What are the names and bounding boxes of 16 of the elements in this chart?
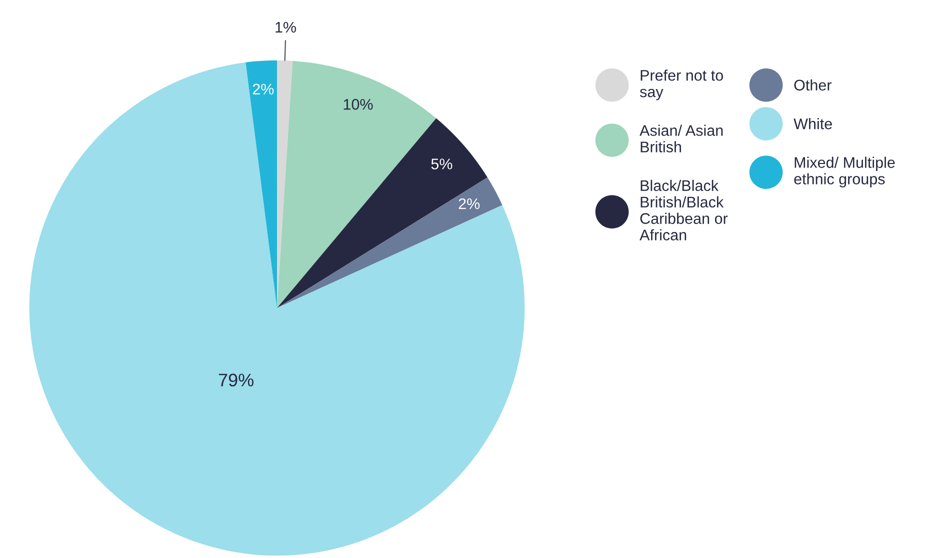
pie-slice: [29, 62, 525, 556]
data-label: 5%: [431, 158, 452, 170]
data-label: 1%: [276, 22, 296, 33]
data-label: 2%: [252, 84, 274, 95]
pie-slice: [277, 118, 488, 308]
data-label: 10%: [344, 98, 373, 110]
legend-label: Mixed/ Multiple ethnic groups: [794, 156, 895, 188]
legend-label: Black/Black British/Black Caribbean or African: [640, 180, 728, 240]
legend-label: Other: [794, 79, 832, 91]
data-label: 2%: [458, 198, 480, 210]
pie-slice: [246, 60, 277, 308]
legend-label: White: [794, 118, 832, 130]
data-label: 79%: [218, 374, 254, 386]
legend-label: Prefer not to say: [640, 70, 723, 100]
legend-label: Asian/ Asian British: [640, 124, 723, 152]
pie-slice: [277, 177, 502, 308]
